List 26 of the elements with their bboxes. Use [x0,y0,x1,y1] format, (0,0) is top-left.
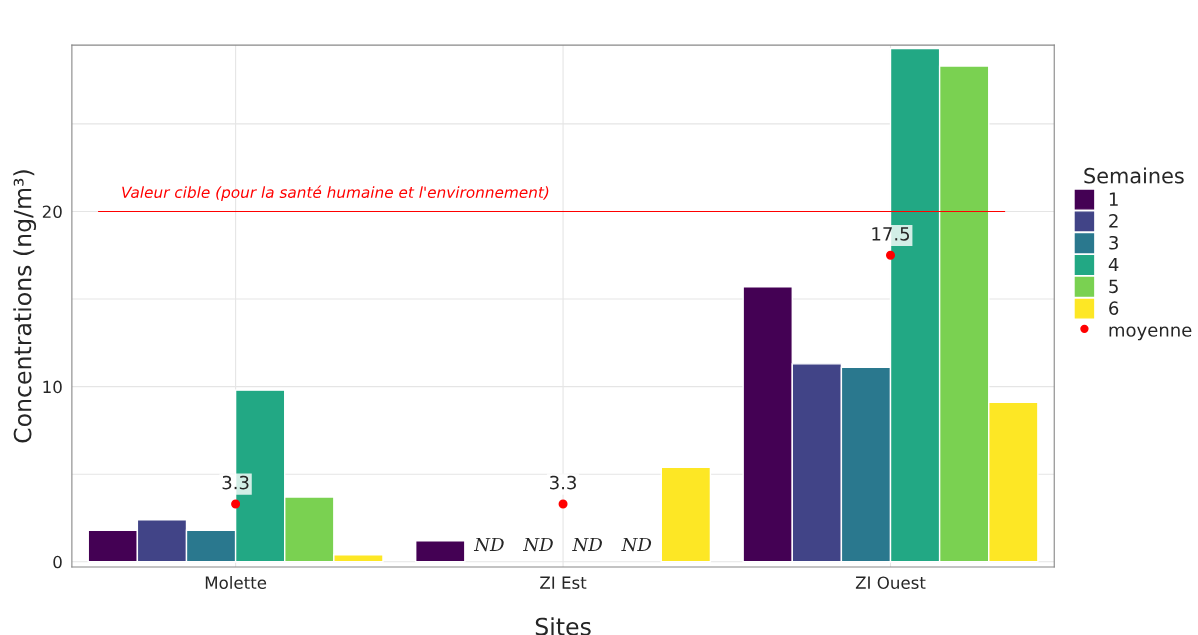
ref-line-label: Valeur cible (pour la santé humaine et l'environnement) [122,185,549,201]
x-tick-label: ZI Est [540,576,587,589]
y-tick-label: 10 [43,380,62,394]
data-label: 17.5 [872,227,910,241]
x-axis-title: Sites [535,617,591,635]
legend-label: 2 [1109,214,1118,228]
legend-label: 3 [1109,235,1118,250]
x-tick-label: ZI Ouest [855,576,926,589]
annotation: ND [473,537,504,552]
bar [660,466,712,563]
legend-label: 6 [1109,301,1119,315]
annotation: ND [572,537,602,552]
annotation: ND [621,537,652,552]
legend-label: 4 [1108,257,1119,272]
annotation: ND [523,537,553,552]
y-axis-title: Concentrations (ng/m³) [13,170,37,443]
y-tick-label: 0 [53,555,62,569]
legend-label: 1 [1109,192,1118,206]
legend-label: moyenne [1109,326,1192,341]
data-label: 3.3 [222,475,249,490]
data-label: 3.3 [550,475,576,490]
bar [415,540,466,563]
y-tick-label: 20 [42,205,62,219]
x-tick-label: Molette [205,576,267,589]
legend-title: Semaines [1084,167,1184,184]
legend-label: 5 [1109,279,1118,294]
